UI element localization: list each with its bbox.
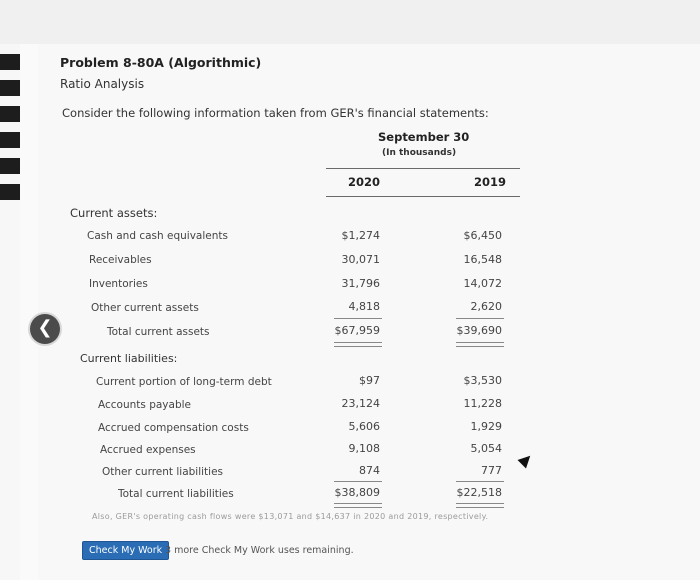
problem-subtitle: Ratio Analysis [60, 77, 145, 91]
row-label: Accrued expenses [100, 444, 196, 456]
value-2019: 777 [481, 464, 502, 477]
value-2019: 16,548 [463, 253, 503, 266]
value-2019: 5,054 [470, 442, 503, 455]
value-2020: 5,606 [348, 420, 381, 433]
total-2020: $38,809 [334, 486, 381, 499]
value-2020: $1,274 [341, 229, 381, 242]
row-label: Inventories [89, 278, 148, 290]
current-assets-heading: Current assets: [70, 206, 158, 220]
total-2019: $22,518 [456, 486, 503, 499]
sidebar-stripe [0, 158, 20, 174]
problem-title: Problem 8-80A (Algorithmic) [60, 55, 262, 70]
sidebar-stripe [0, 106, 20, 122]
total-double-rule [334, 342, 382, 347]
value-2020: $97 [359, 374, 380, 387]
value-2020: 30,071 [341, 253, 381, 266]
problem-intro: Consider the following information taken… [62, 106, 489, 120]
value-2019: 2,620 [470, 300, 503, 313]
value-2019: 1,929 [470, 420, 503, 433]
total-2020: $67,959 [334, 324, 381, 337]
year-rule [326, 196, 520, 197]
value-2019: $6,450 [463, 229, 503, 242]
row-label: Accrued compensation costs [98, 422, 249, 434]
sidebar-stripe [0, 54, 20, 70]
total-label: Total current assets [107, 326, 210, 338]
operating-cash-flow-note: Also, GER's operating cash flows were $1… [92, 512, 489, 521]
total-label: Total current liabilities [118, 488, 234, 500]
row-label: Other current liabilities [102, 466, 224, 478]
problem-page [38, 44, 700, 580]
total-2019: $39,690 [456, 324, 503, 337]
row-label: Accounts payable [98, 399, 191, 411]
check-my-work-button[interactable]: Check My Work [82, 541, 170, 560]
row-label: Other current assets [91, 302, 199, 314]
header-rule [326, 168, 520, 169]
value-2020: 874 [359, 464, 380, 477]
value-2019: 14,072 [463, 277, 503, 290]
row-label: Receivables [89, 254, 152, 266]
left-sidebar-strip [0, 44, 20, 580]
year-2020-heading: 2020 [348, 175, 381, 189]
value-2019: 11,228 [463, 397, 503, 410]
content-edge [20, 44, 38, 580]
current-liabilities-heading: Current liabilities: [80, 352, 178, 365]
period-heading: September 30 [378, 130, 470, 144]
value-2020: 9,108 [348, 442, 381, 455]
total-double-rule [456, 342, 504, 347]
sidebar-stripe [0, 132, 20, 148]
subtotal-rule [334, 481, 382, 482]
year-2019-heading: 2019 [474, 175, 507, 189]
value-2020: 4,818 [348, 300, 381, 313]
row-label: Cash and cash equivalents [87, 230, 228, 242]
subtotal-rule [334, 318, 382, 319]
value-2020: 31,796 [341, 277, 381, 290]
units-heading: (In thousands) [382, 148, 457, 158]
attempts-remaining-text: 3 more Check My Work uses remaining. [165, 545, 354, 556]
value-2020: 23,124 [341, 397, 381, 410]
subtotal-rule [456, 318, 504, 319]
sidebar-stripe [0, 184, 20, 200]
total-double-rule [334, 503, 382, 508]
back-button[interactable]: ❮ [30, 314, 60, 344]
row-label: Current portion of long-term debt [96, 376, 272, 388]
chevron-left-icon: ❮ [37, 317, 53, 338]
subtotal-rule [456, 481, 504, 482]
total-double-rule [456, 503, 504, 508]
value-2019: $3,530 [463, 374, 503, 387]
sidebar-stripe [0, 80, 20, 96]
